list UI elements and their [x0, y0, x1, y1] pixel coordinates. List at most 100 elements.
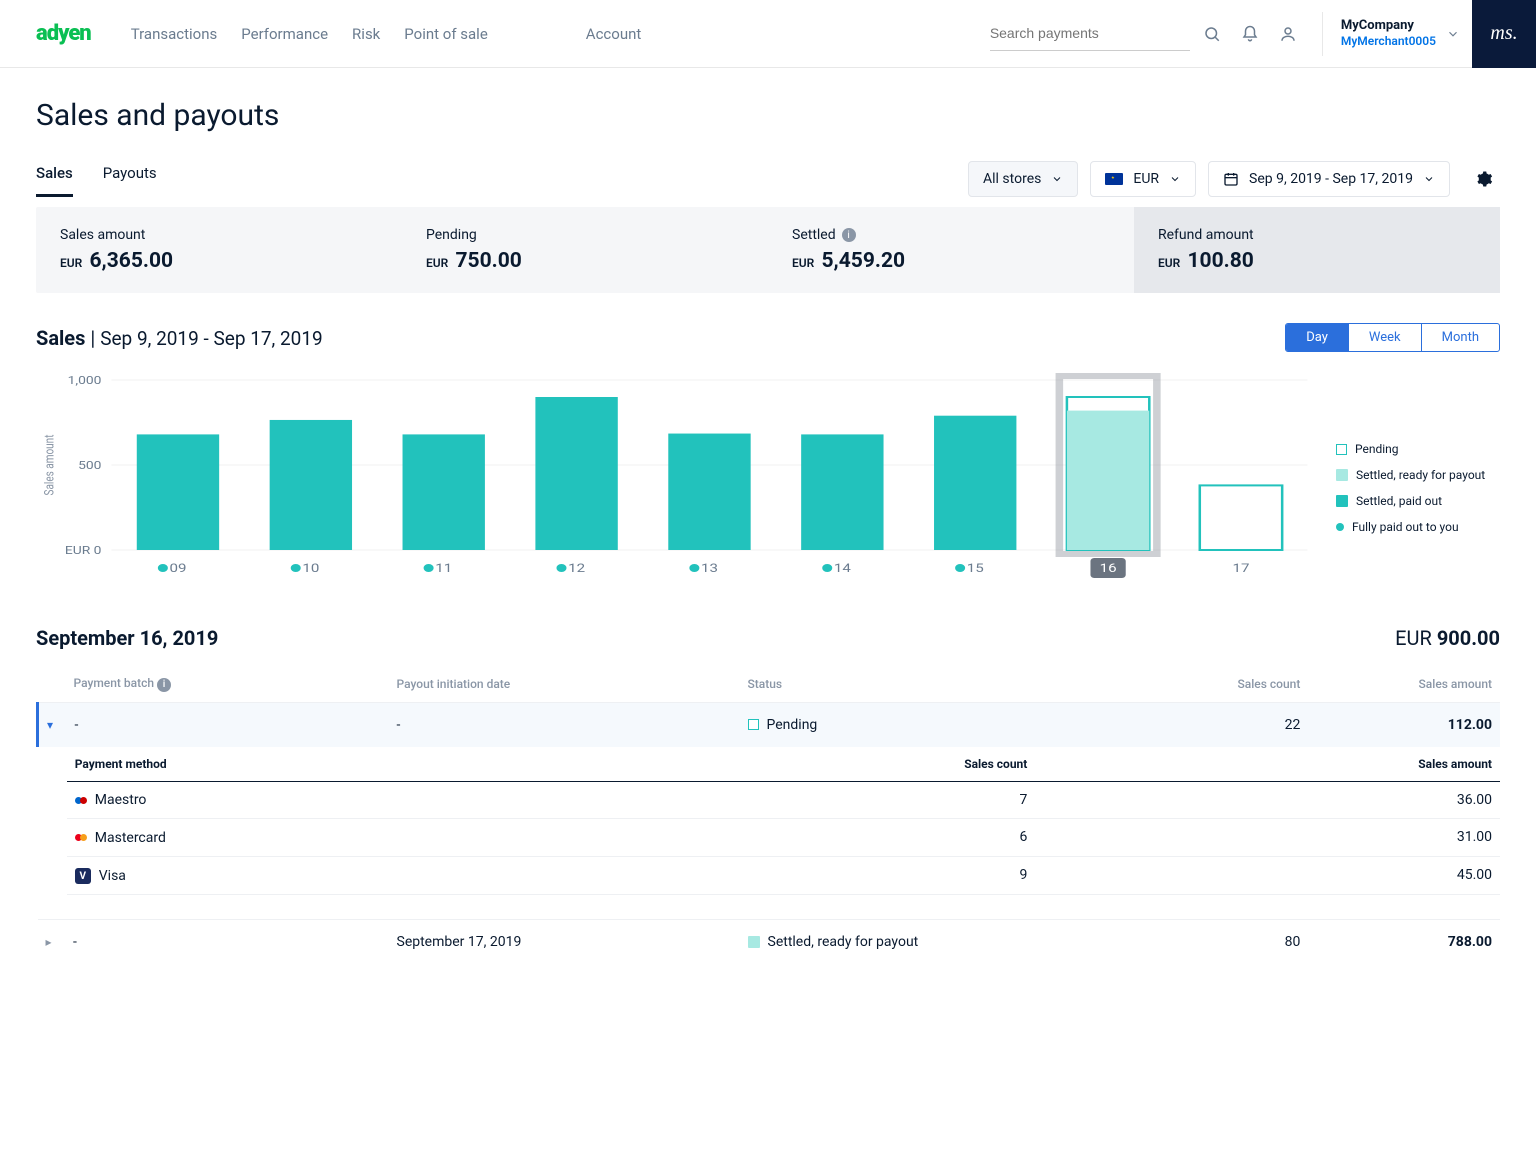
nav-pos[interactable]: Point of sale: [404, 25, 487, 43]
user-icon[interactable]: [1272, 18, 1304, 50]
page-title: Sales and payouts: [36, 98, 1500, 133]
dot-paid-icon: [1336, 523, 1344, 531]
card-label: Settled i: [792, 227, 1110, 243]
nav-transactions[interactable]: Transactions: [131, 25, 218, 43]
detail-total-currency: EUR: [1395, 626, 1432, 650]
detail-total-amount: 900.00: [1437, 626, 1500, 650]
detail-date: September 16, 2019: [36, 626, 218, 650]
brand-badge: ms.: [1472, 0, 1536, 68]
swatch-paidout-icon: [1336, 495, 1348, 507]
date-range-label: Sep 9, 2019 - Sep 17, 2019: [1249, 171, 1413, 187]
summary-card: Pending EUR 750.00: [402, 207, 768, 293]
period-option-day[interactable]: Day: [1286, 324, 1348, 351]
bell-icon[interactable]: [1234, 18, 1266, 50]
chevron-down-icon: [1446, 27, 1460, 41]
nav-performance[interactable]: Performance: [241, 25, 328, 43]
period-option-week[interactable]: Week: [1348, 324, 1421, 351]
store-filter-label: All stores: [983, 171, 1041, 187]
sub-tabs: Sales Payouts: [36, 164, 157, 197]
info-icon[interactable]: i: [157, 678, 171, 692]
nav-risk[interactable]: Risk: [352, 25, 380, 43]
batch-col-header: Payout initiation date: [389, 666, 740, 702]
summary-card: Refund amount EUR 100.80: [1134, 207, 1500, 293]
legend-label: Settled, paid out: [1356, 494, 1442, 508]
date-range-picker[interactable]: Sep 9, 2019 - Sep 17, 2019: [1208, 161, 1450, 197]
nav-account[interactable]: Account: [586, 25, 642, 43]
legend-item: Pending: [1336, 442, 1500, 456]
currency-filter[interactable]: EUR: [1090, 161, 1196, 197]
method-count: 7: [625, 781, 1035, 819]
main-nav: Transactions Performance Risk Point of s…: [131, 25, 642, 43]
chevron-down-icon: [1423, 173, 1435, 185]
method-row: Mastercard 6 31.00: [67, 819, 1500, 857]
period-option-month[interactable]: Month: [1421, 324, 1499, 351]
status-chip: Pending: [748, 717, 1132, 733]
batch-col-header: Sales count: [1140, 666, 1309, 702]
svg-text:500: 500: [78, 459, 101, 472]
batch-table: Payment batch iPayout initiation dateSta…: [36, 666, 1500, 964]
legend-item: Settled, paid out: [1336, 494, 1500, 508]
legend-item: Fully paid out to you: [1336, 520, 1500, 534]
svg-text:12: 12: [568, 561, 585, 575]
tab-sales[interactable]: Sales: [36, 164, 73, 197]
svg-text:14: 14: [834, 561, 851, 575]
method-count: 6: [625, 819, 1035, 857]
settings-button[interactable]: [1468, 163, 1500, 195]
batch-col-header: Payment batch i: [38, 666, 389, 702]
period-toggle: DayWeekMonth: [1285, 323, 1500, 352]
batch-col-header: Sales amount: [1308, 666, 1500, 702]
topbar: adyen Transactions Performance Risk Poin…: [0, 0, 1536, 68]
batch-col-header: Status: [740, 666, 1140, 702]
method-amount: 45.00: [1035, 856, 1500, 895]
chart-legend: Pending Settled, ready for payout Settled,…: [1320, 442, 1500, 594]
chevron-right-icon[interactable]: ▸: [46, 935, 52, 949]
swatch-ready-icon: [1336, 469, 1348, 481]
search-wrap: [990, 17, 1190, 51]
filters: All stores EUR Sep 9, 2019 - Sep 17, 201…: [968, 161, 1500, 197]
mastercard-icon: [75, 834, 87, 841]
card-label: Refund amount: [1158, 227, 1476, 243]
chevron-down-icon: [1169, 173, 1181, 185]
method-name: Maestro: [95, 792, 147, 808]
svg-text:EUR 0: EUR 0: [65, 544, 102, 557]
svg-text:11: 11: [435, 561, 452, 575]
swatch-pending-icon: [1336, 444, 1347, 455]
status-icon: [748, 719, 759, 730]
store-filter[interactable]: All stores: [968, 161, 1078, 197]
legend-label: Settled, ready for payout: [1356, 468, 1485, 482]
org-switcher[interactable]: MyCompany MyMerchant0005: [1341, 18, 1472, 49]
info-icon[interactable]: i: [842, 228, 856, 242]
tab-payouts[interactable]: Payouts: [103, 164, 157, 197]
method-amount: 36.00: [1035, 781, 1500, 819]
legend-label: Pending: [1355, 442, 1399, 456]
currency-label: EUR: [1133, 171, 1159, 187]
card-value: EUR 5,459.20: [792, 249, 1110, 273]
svg-text:13: 13: [701, 561, 718, 575]
batch-row[interactable]: ▾ - - Pending 22 112.00: [38, 702, 1501, 747]
method-name: Mastercard: [95, 830, 166, 846]
chart-title: Sales | Sep 9, 2019 - Sep 17, 2019: [36, 326, 323, 350]
legend-item: Settled, ready for payout: [1336, 468, 1500, 482]
chevron-down-icon[interactable]: ▾: [47, 718, 53, 732]
search-icon[interactable]: [1196, 18, 1228, 50]
divider: [1322, 12, 1323, 56]
method-count: 9: [625, 856, 1035, 895]
chart-title-range: Sep 9, 2019 - Sep 17, 2019: [100, 327, 323, 350]
maestro-icon: [75, 797, 87, 804]
method-row: Maestro 7 36.00: [67, 781, 1500, 819]
svg-text:16: 16: [1100, 561, 1117, 575]
methods-col-header: Sales amount: [1035, 747, 1500, 782]
card-label: Pending: [426, 227, 744, 243]
chart-canvas[interactable]: EUR 05001,000Sales amount091011121314151…: [36, 370, 1320, 594]
search-input[interactable]: [990, 25, 1190, 41]
svg-text:10: 10: [302, 561, 319, 575]
svg-text:Sales amount: Sales amount: [41, 434, 57, 495]
methods-col-header: Sales count: [625, 747, 1035, 782]
method-amount: 31.00: [1035, 819, 1500, 857]
calendar-icon: [1223, 171, 1239, 187]
batch-row[interactable]: ▸ - September 17, 2019 Settled, ready fo…: [38, 920, 1501, 965]
method-row: VVisa 9 45.00: [67, 856, 1500, 895]
method-name: Visa: [99, 868, 126, 884]
brand-logo: adyen: [36, 21, 91, 46]
legend-label: Fully paid out to you: [1352, 520, 1459, 534]
